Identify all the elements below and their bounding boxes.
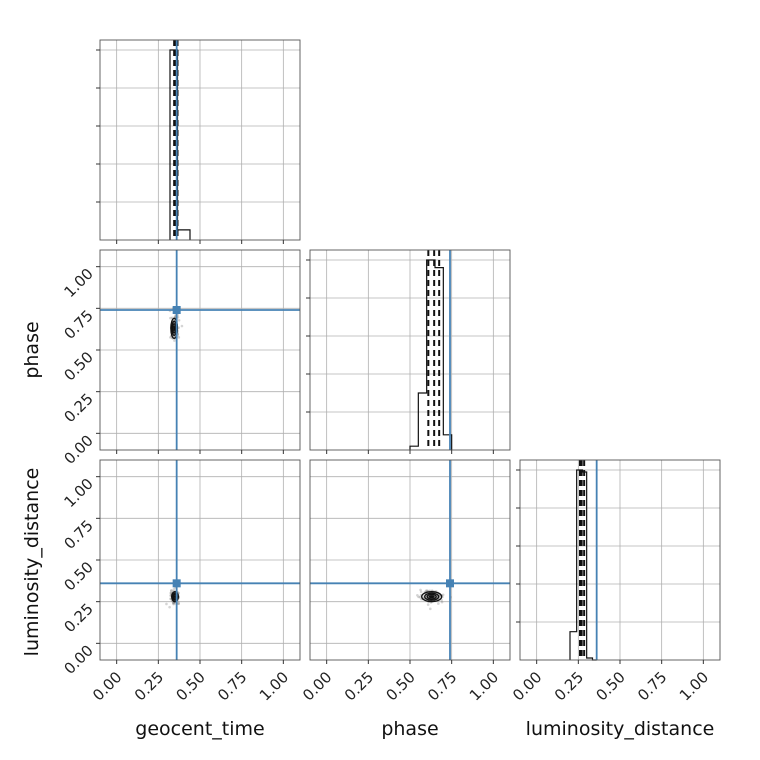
scatter-geocent-time-vs-luminosity-distance-sample-point bbox=[168, 605, 171, 609]
xtick-label-phase-4: 1.00 bbox=[466, 668, 502, 704]
scatter-geocent-time-vs-phase-sample-point bbox=[177, 318, 181, 322]
xtick-label-luminosity-distance-3: 0.75 bbox=[634, 668, 670, 704]
xtick-label-phase-1: 0.25 bbox=[341, 668, 377, 704]
scatter-geocent-time-vs-luminosity-distance-sample-point bbox=[177, 602, 180, 606]
ytick-label-phase-2: 0.50 bbox=[60, 348, 96, 384]
scatter-geocent-time-vs-phase-sample-point bbox=[173, 315, 177, 319]
xtick-label-luminosity-distance-2: 0.50 bbox=[592, 668, 628, 704]
ytick-label-phase-1: 0.25 bbox=[60, 390, 96, 426]
ytick-label-luminosity-distance-0: 0.00 bbox=[60, 641, 96, 677]
scatter-geocent-time-vs-luminosity-distance-sample-point bbox=[169, 591, 173, 595]
scatter-phase-vs-luminosity-distance-sample-point bbox=[429, 607, 432, 611]
xtick-label-geocent-time-3: 0.75 bbox=[214, 668, 250, 704]
scatter-phase-vs-luminosity-distance-sample-point bbox=[437, 602, 440, 605]
scatter-geocent-time-vs-luminosity-distance-sample-point bbox=[172, 602, 175, 606]
xtick-label-luminosity-distance-4: 1.00 bbox=[676, 668, 712, 704]
scatter-geocent-time-vs-luminosity-distance-sample-point bbox=[165, 602, 168, 606]
x-axis-label-phase: phase bbox=[381, 718, 438, 740]
scatter-geocent-time-vs-phase-contour-core bbox=[173, 325, 176, 332]
ytick-label-luminosity-distance-3: 0.75 bbox=[60, 516, 96, 552]
scatter-geocent-time-vs-phase-truth-marker bbox=[172, 306, 181, 314]
scatter-geocent-time-vs-phase-contour-2 bbox=[172, 323, 177, 334]
scatter-geocent-time-vs-luminosity-distance-contour-core bbox=[174, 595, 176, 599]
scatter-geocent-time-vs-luminosity-distance-sample-point bbox=[177, 601, 180, 604]
scatter-geocent-time-vs-luminosity-distance-sample-point bbox=[172, 602, 175, 605]
scatter-geocent-time-vs-phase-sample-point bbox=[180, 324, 184, 328]
scatter-geocent-time-vs-phase-sample-point bbox=[177, 336, 181, 339]
scatter-geocent-time-vs-phase-sample-point bbox=[173, 339, 176, 342]
scatter-geocent-time-vs-luminosity-distance-sample-point bbox=[172, 601, 175, 605]
scatter-geocent-time-vs-luminosity-distance-sample-point bbox=[170, 589, 173, 592]
xtick-label-geocent-time-1: 0.25 bbox=[131, 668, 167, 704]
scatter-phase-vs-luminosity-distance-sample-point bbox=[425, 589, 429, 592]
xtick-label-phase-2: 0.50 bbox=[382, 668, 418, 704]
ytick-label-luminosity-distance-1: 0.25 bbox=[60, 600, 96, 636]
scatter-phase-vs-luminosity-distance-truth-marker bbox=[446, 579, 454, 588]
scatter-geocent-time-vs-luminosity-distance-sample-point bbox=[169, 589, 173, 593]
scatter-geocent-time-vs-luminosity-distance-sample-point bbox=[172, 588, 176, 591]
scatter-phase-vs-luminosity-distance-sample-point bbox=[418, 595, 422, 599]
scatter-geocent-time-vs-phase-sample-point bbox=[169, 316, 172, 320]
scatter-geocent-time-vs-luminosity-distance-sample-point bbox=[177, 602, 180, 605]
scatter-geocent-time-vs-luminosity-distance-contour-0 bbox=[171, 591, 179, 603]
scatter-phase-vs-luminosity-distance-sample-point bbox=[440, 600, 444, 604]
scatter-phase-vs-luminosity-distance-sample-point bbox=[424, 589, 428, 592]
scatter-phase-vs-luminosity-distance-contour-0 bbox=[421, 591, 443, 603]
scatter-phase-vs-luminosity-distance-contour-1 bbox=[424, 592, 440, 601]
scatter-geocent-time-vs-luminosity-distance-sample-point bbox=[169, 597, 172, 601]
ytick-label-luminosity-distance-4: 1.00 bbox=[60, 475, 96, 511]
xtick-label-luminosity-distance-1: 0.25 bbox=[551, 668, 587, 704]
xtick-label-luminosity-distance-0: 0.00 bbox=[509, 668, 545, 704]
xtick-label-geocent-time-4: 1.00 bbox=[256, 668, 292, 704]
x-axis-label-luminosity-distance: luminosity_distance bbox=[526, 718, 715, 740]
scatter-phase-vs-luminosity-distance-sample-point bbox=[441, 593, 445, 597]
scatter-phase-vs-luminosity-distance-contour-2 bbox=[426, 593, 437, 600]
scatter-phase-vs-luminosity-distance-sample-point bbox=[416, 594, 419, 597]
x-axis-label-geocent-time: geocent_time bbox=[135, 718, 264, 740]
xtick-label-geocent-time-2: 0.50 bbox=[172, 668, 208, 704]
xtick-label-phase-3: 0.75 bbox=[424, 668, 460, 704]
ytick-label-phase-0: 0.00 bbox=[60, 431, 96, 467]
scatter-geocent-time-vs-phase-sample-point bbox=[169, 336, 172, 339]
xtick-label-phase-0: 0.00 bbox=[299, 668, 335, 704]
ytick-label-phase-3: 0.75 bbox=[60, 306, 96, 342]
scatter-phase-vs-luminosity-distance-sample-point bbox=[426, 603, 430, 606]
scatter-phase-vs-luminosity-distance-sample-point bbox=[417, 595, 420, 599]
ytick-label-phase-4: 1.00 bbox=[60, 265, 96, 301]
scatter-geocent-time-vs-luminosity-distance-truth-marker bbox=[172, 579, 181, 588]
y-axis-label-luminosity-distance: luminosity_distance bbox=[21, 468, 43, 657]
hist-phase-bars bbox=[409, 259, 453, 450]
ytick-label-luminosity-distance-2: 0.50 bbox=[60, 558, 96, 594]
scatter-phase-vs-luminosity-distance-sample-point bbox=[419, 588, 422, 592]
scatter-phase-vs-luminosity-distance-sample-point bbox=[419, 590, 423, 594]
xtick-label-geocent-time-0: 0.00 bbox=[89, 668, 125, 704]
scatter-phase-vs-luminosity-distance-contour-core bbox=[428, 595, 435, 599]
y-axis-label-phase: phase bbox=[21, 321, 43, 378]
